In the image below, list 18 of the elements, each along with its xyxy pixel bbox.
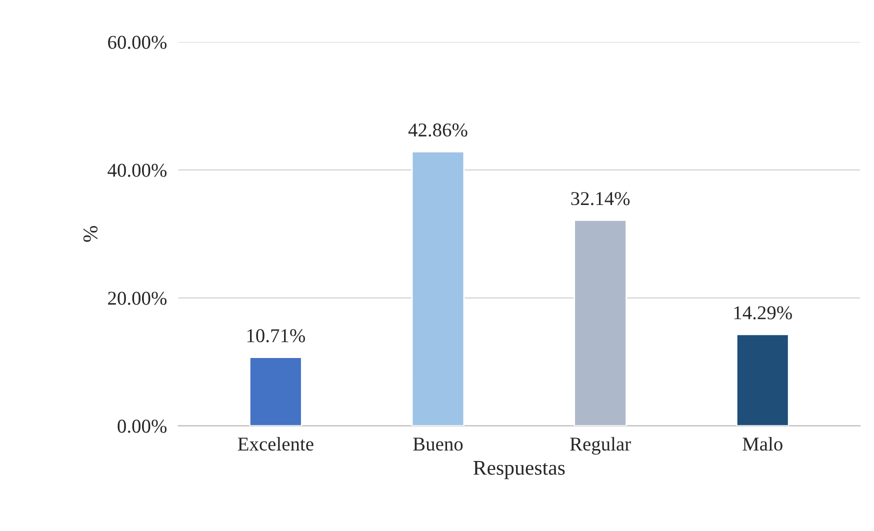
y-tick-label: 0.00% [118, 420, 167, 433]
bar [574, 220, 627, 426]
data-label: 14.29% [734, 306, 792, 320]
bar [736, 334, 790, 426]
x-tick-label: Excelente [238, 436, 314, 451]
bar [411, 150, 465, 426]
x-tick-label: Bueno [413, 438, 463, 451]
x-tick-label: Regular [570, 436, 631, 455]
data-label: 32.14% [571, 192, 630, 206]
y-axis-title: % [83, 226, 98, 242]
y-tick-label: 20.00% [108, 292, 167, 305]
bar [249, 356, 302, 426]
y-tick-label: 40.00% [108, 164, 167, 177]
x-axis-title: Respuestas [473, 461, 565, 480]
y-tick-label: 60.00% [108, 36, 167, 49]
x-tick-label: Malo [742, 436, 782, 451]
data-label: 10.71% [247, 329, 305, 342]
data-label: 42.86% [408, 123, 468, 137]
